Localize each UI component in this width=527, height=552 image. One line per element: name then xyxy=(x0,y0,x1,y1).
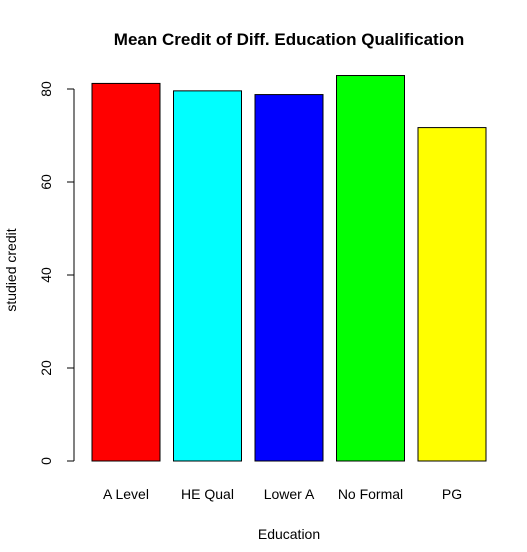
bar-he-qual xyxy=(173,90,242,462)
x-tick-label: PG xyxy=(442,486,462,502)
y-tick-label: 0 xyxy=(38,457,54,465)
x-tick-label: A Level xyxy=(103,486,149,502)
bar-lower-a xyxy=(254,94,324,462)
bars-group xyxy=(91,75,487,462)
x-tick-label: HE Qual xyxy=(181,486,234,502)
y-tick-label: 20 xyxy=(38,360,54,376)
y-tick-label: 40 xyxy=(38,267,54,283)
x-tick-label: Lower A xyxy=(264,486,315,502)
y-tick-label: 60 xyxy=(38,174,54,190)
y-tick-label: 80 xyxy=(38,81,54,97)
x-axis-label: Education xyxy=(258,526,320,542)
bar-no-formal xyxy=(336,75,405,462)
x-tick-label: No Formal xyxy=(338,486,403,502)
x-axis-labels: A Level HE Qual Lower A No Formal PG xyxy=(103,486,462,502)
y-axis-label: studied credit xyxy=(3,228,19,311)
bar-a-level xyxy=(91,82,161,462)
chart-title: Mean Credit of Diff. Education Qualifica… xyxy=(114,30,464,49)
bar-pg xyxy=(417,127,487,462)
y-axis: 0 20 40 60 80 xyxy=(38,81,75,465)
